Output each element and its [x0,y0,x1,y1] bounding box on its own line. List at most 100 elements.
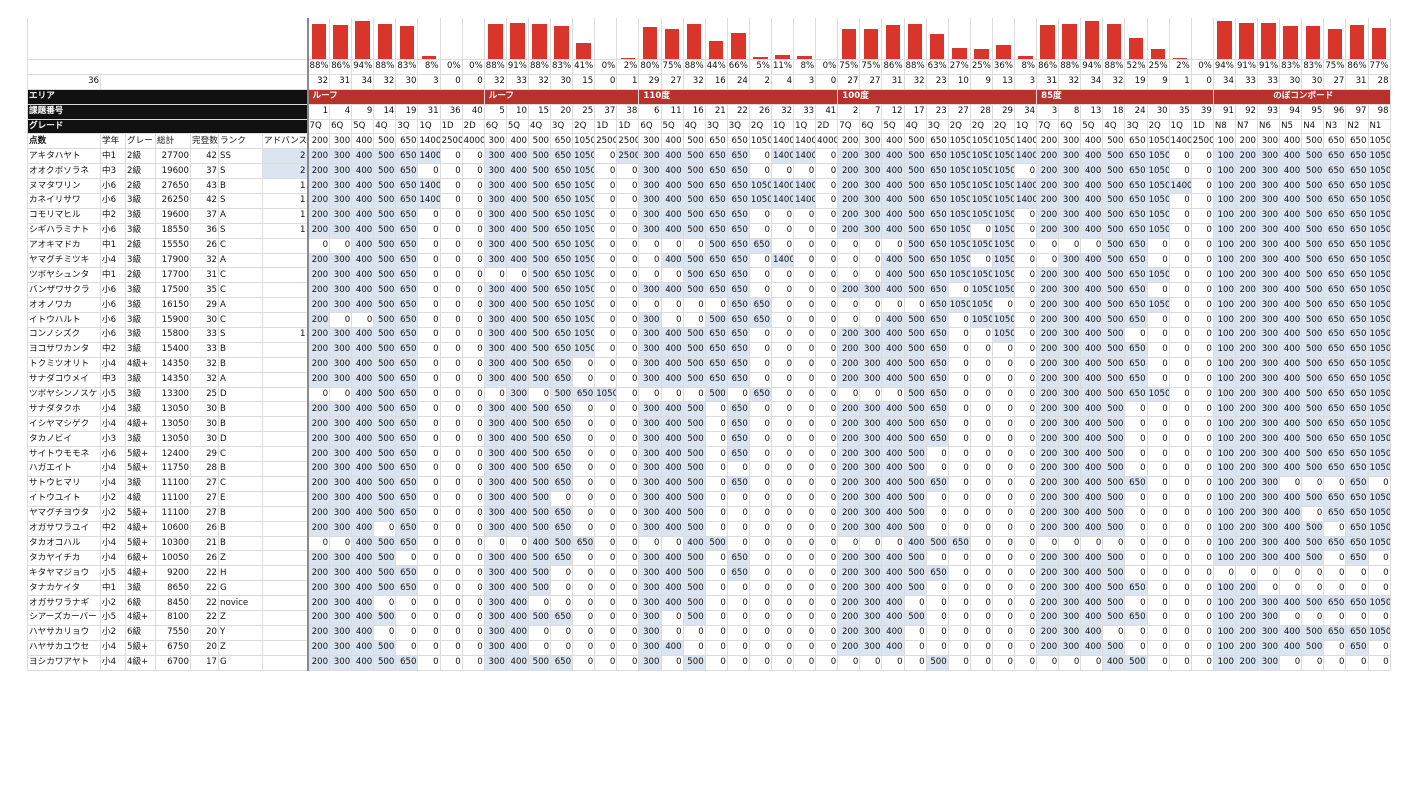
score-cell: 1050 [969,297,993,314]
score-cell: 400 [505,431,529,448]
score-cell: 650 [550,207,574,224]
score-cell: 500 [925,654,949,671]
score-cell: 1050 [1367,505,1391,522]
score-cell: 0 [572,654,596,671]
player-rank: A [218,207,263,224]
score-cell: 0 [417,475,441,492]
score-cell: 500 [1102,475,1126,492]
player-row: ヌマタワリン 小6 2級 27650 43 B 1 200 300 400 500 650 1400 0 0… [27,178,1391,195]
problem-points: 300 [483,133,507,150]
score-cell: 650 [395,267,419,284]
player-rank: Z [218,639,263,656]
player-count: 27 [190,505,219,522]
score-cell: 400 [1279,178,1303,195]
score-cell: 100 [1212,401,1236,418]
score-cell: 300 [1257,371,1281,388]
score-cell: 0 [1013,207,1038,224]
score-cell: 500 [1102,297,1126,314]
score-cell: 0 [594,461,618,477]
score-cell: 0 [461,639,485,656]
player-total: 8100 [155,609,191,626]
player-grade: 3級 [125,475,156,492]
score-cell: 650 [550,461,574,477]
player-advance [262,654,309,671]
problem-points: 1050 [1367,133,1391,150]
score-cell: 0 [616,282,640,299]
score-cell: 1400 [1168,178,1192,195]
player-rank: S [218,222,263,239]
score-cell: 0 [1080,535,1104,552]
problem-no: 39 [1190,103,1214,120]
score-cell: 650 [395,356,419,373]
score-cell: 0 [550,580,574,597]
score-cell: 400 [660,550,684,567]
problem-grade: 6Q [1058,118,1082,135]
score-cell: 0 [1146,356,1170,373]
problem-no: 1 [306,103,331,120]
rate-bar [1106,23,1122,59]
score-cell: 650 [1323,237,1347,254]
score-cell: 300 [483,252,507,269]
player-row: イシヤマシゲク 小4 4級+ 13050 30 B 200 300 400 500 650 0 0 0 30… [27,416,1391,433]
score-cell: 0 [616,595,640,611]
score-cell: 0 [439,520,463,537]
rate-label: 75% [837,59,861,75]
score-cell: 0 [903,297,927,314]
score-cell: 500 [373,654,397,671]
score-cell: 300 [859,520,883,537]
score-cell: 1050 [572,252,596,269]
score-cell: 500 [527,461,552,477]
score-cell: 500 [1301,282,1325,299]
score-cell: 0 [770,401,795,418]
score-cell: 650 [550,341,574,358]
score-cell: 500 [373,178,397,195]
score-cell: 0 [1168,252,1192,269]
score-cell: 1400 [770,252,795,269]
score-cell: 0 [1036,535,1060,552]
score-cell: 0 [616,550,640,567]
score-cell: 650 [726,356,750,373]
score-cell: 0 [1168,267,1192,284]
score-cell: 200 [306,341,331,358]
score-cell: 300 [1257,327,1281,343]
score-cell: 0 [1124,327,1148,343]
score-cell: 400 [505,461,529,477]
score-cell: 650 [726,252,750,269]
score-cell: 0 [793,520,817,537]
bar-cell [1146,18,1170,60]
score-cell: 0 [572,565,596,582]
player-total: 13050 [155,401,191,418]
score-cell: 0 [1323,565,1347,582]
player-name: キタヤマジョウ [27,565,101,582]
score-cell: 650 [748,312,772,329]
score-cell: 1050 [1367,312,1391,329]
score-cell: 500 [1102,595,1126,611]
score-cell: 500 [527,490,552,507]
score-cell: 0 [947,446,971,463]
score-cell: 0 [815,386,839,403]
score-cell: 0 [815,207,839,224]
score-cell: 1050 [1367,163,1391,180]
player-name: サイトウモモネ [27,446,101,463]
score-cell: 0 [704,639,728,656]
score-cell: 0 [1013,401,1038,418]
score-cell: 0 [770,297,795,314]
score-cell: 0 [925,639,949,656]
problem-grade: 6Q [329,118,353,135]
score-cell: 0 [682,386,706,403]
score-cell: 500 [1102,580,1126,597]
score-cell: 0 [837,535,861,552]
rate-bar [885,24,901,59]
score-cell: 1050 [991,252,1016,269]
score-cell: 300 [1058,297,1082,314]
score-cell: 650 [395,580,419,597]
problem-points: 1050 [1146,133,1170,150]
score-cell: 400 [660,282,684,299]
player-name: アキタハヤト [27,148,101,165]
score-cell: 300 [638,401,662,418]
player-advance [262,267,309,284]
score-cell: 0 [616,416,640,433]
score-cell: 500 [527,193,552,209]
bar-cell [594,18,618,60]
score-cell: 650 [1345,341,1369,358]
